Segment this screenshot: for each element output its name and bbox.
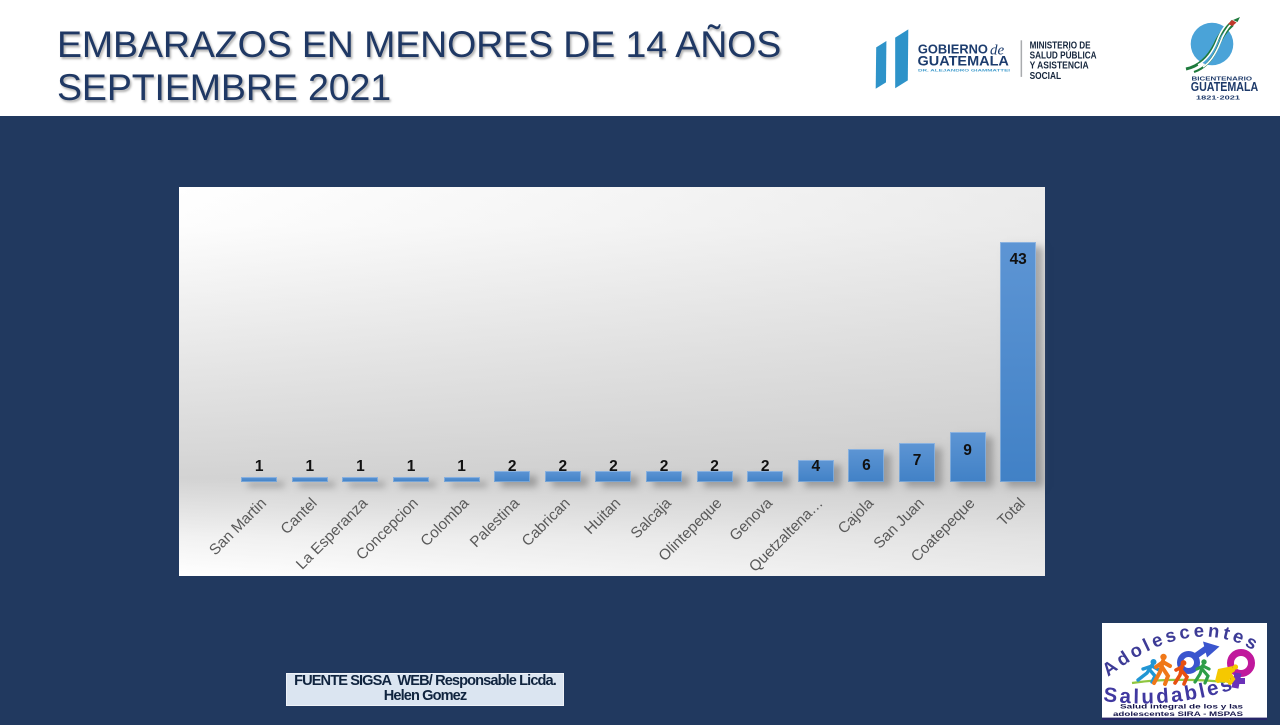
svg-text:Salcaja: Salcaja <box>628 494 676 542</box>
svg-text:GOBIERNO: GOBIERNO <box>918 42 988 57</box>
svg-text:Salud integral de los y las: Salud integral de los y las <box>1120 704 1244 711</box>
svg-text:Cajola: Cajola <box>835 494 878 537</box>
svg-text:SALUD PÚBLICA: SALUD PÚBLICA <box>1030 50 1097 62</box>
svg-text:DR. ALEJANDRO GIAMMATTEI: DR. ALEJANDRO GIAMMATTEI <box>918 69 1010 73</box>
svg-text:Huitan: Huitan <box>581 495 624 538</box>
svg-text:Cabrican: Cabrican <box>519 495 574 550</box>
svg-text:adolescentes SIRA - MSPAS: adolescentes SIRA - MSPAS <box>1113 711 1244 718</box>
svg-text:Colomba: Colomba <box>417 494 472 549</box>
svg-text:San Martin: San Martin <box>206 495 270 559</box>
svg-text:Cantel: Cantel <box>278 495 321 538</box>
svg-text:GUATEMALA: GUATEMALA <box>918 54 1009 70</box>
svg-text:Total: Total <box>994 495 1029 530</box>
svg-text:Palestina: Palestina <box>467 494 524 551</box>
svg-text:1821·2021: 1821·2021 <box>1196 95 1240 101</box>
svg-text:de: de <box>990 43 1005 59</box>
svg-text:Y ASISTENCIA: Y ASISTENCIA <box>1030 61 1089 72</box>
svg-text:GUATEMALA: GUATEMALA <box>1191 80 1258 94</box>
svg-text:Genova: Genova <box>726 494 776 544</box>
svg-text:BICENTENARIO: BICENTENARIO <box>1192 76 1253 82</box>
svg-text:MINISTERIO DE: MINISTERIO DE <box>1030 40 1091 51</box>
svg-text:SOCIAL: SOCIAL <box>1030 71 1062 82</box>
